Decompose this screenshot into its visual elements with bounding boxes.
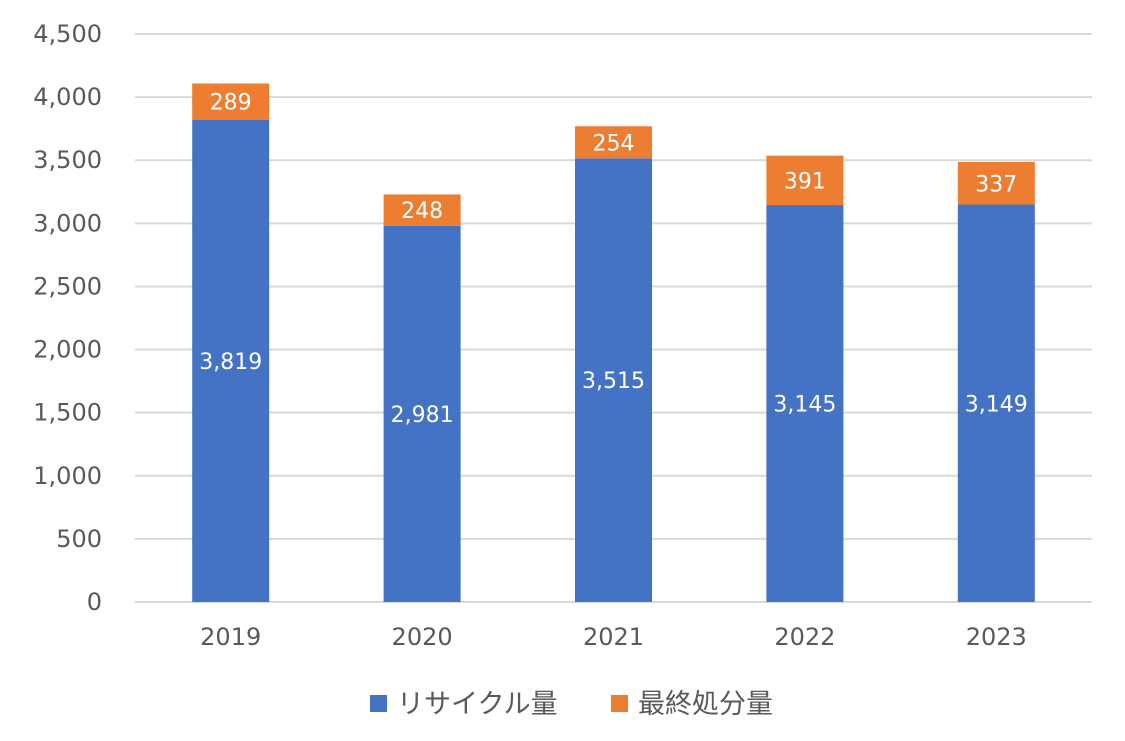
- y-tick-label: 4,000: [33, 83, 102, 111]
- data-label: 3,149: [965, 392, 1028, 417]
- data-label: 254: [593, 131, 635, 156]
- y-tick-label: 500: [56, 525, 102, 553]
- y-tick-label: 2,000: [33, 336, 102, 364]
- x-tick-label: 2021: [583, 623, 644, 651]
- y-tick-label: 0: [87, 588, 102, 616]
- y-tick-label: 1,500: [33, 399, 102, 427]
- data-label: 289: [210, 91, 252, 116]
- bar-segment-disposal: [957, 161, 1035, 205]
- legend-label: リサイクル量: [397, 689, 558, 720]
- bar-segment-recycle: [957, 204, 1035, 602]
- data-label: 3,145: [773, 393, 836, 418]
- bar-segment-disposal: [766, 155, 844, 206]
- data-label: 3,819: [199, 350, 262, 375]
- y-axis-tick-labels: 0 500 1,000 1,500 2,000 2,500 3,000 3,500 4,000 4…: [33, 20, 102, 616]
- y-tick-label: 3,000: [33, 209, 102, 237]
- legend: リサイクル量 最終処分量: [370, 689, 773, 720]
- bar-segment-recycle: [192, 119, 270, 602]
- bar-segment-disposal: [383, 194, 461, 226]
- bar-segment-recycle: [383, 225, 461, 602]
- bar-segment-recycle: [575, 158, 652, 602]
- y-tick-label: 4,500: [33, 20, 102, 48]
- x-tick-label: 2023: [966, 623, 1027, 651]
- x-tick-label: 2019: [200, 623, 261, 651]
- data-label: 2,981: [391, 403, 454, 428]
- data-label: 391: [784, 169, 826, 194]
- legend-swatch: [370, 695, 387, 712]
- bar-segment-disposal: [192, 83, 270, 120]
- data-label: 3,515: [582, 369, 645, 394]
- data-label: 337: [975, 172, 1017, 197]
- bars: 3,819 289 2,981 248 3,515 254 3,145 391 3,149 337: [192, 83, 1035, 602]
- x-axis-tick-labels: 2019 2020 2021 2022 2023: [200, 623, 1027, 651]
- y-tick-label: 1,000: [33, 462, 102, 490]
- x-tick-label: 2020: [392, 623, 453, 651]
- legend-label: 最終処分量: [638, 689, 773, 720]
- bar-segment-disposal: [575, 126, 652, 159]
- y-tick-label: 3,500: [33, 146, 102, 174]
- legend-swatch: [611, 695, 628, 712]
- data-label: 248: [401, 199, 443, 224]
- x-tick-label: 2022: [774, 623, 835, 651]
- y-tick-label: 2,500: [33, 272, 102, 300]
- bar-segment-recycle: [766, 205, 844, 602]
